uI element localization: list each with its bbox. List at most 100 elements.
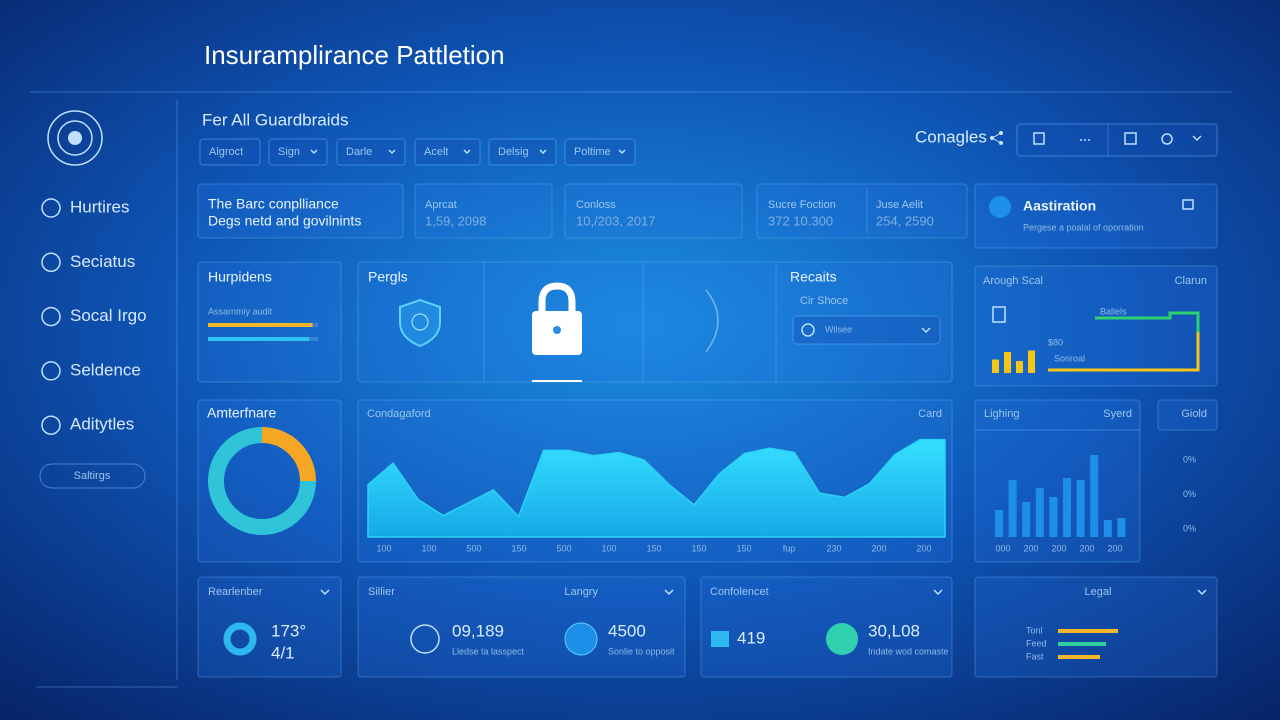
trend-line <box>1095 311 1200 340</box>
doc-icon <box>992 306 1006 323</box>
reminder-sub: 4/1 <box>271 643 295 662</box>
toolbar-action[interactable]: Conagles <box>915 127 987 146</box>
legal-bar <box>1058 655 1100 659</box>
alert-title: Aastiration <box>1023 198 1096 214</box>
filter-chevron[interactable] <box>463 149 471 155</box>
security-panel <box>357 261 953 383</box>
menu-icon[interactable] <box>41 361 61 381</box>
menu-icon[interactable] <box>41 252 61 273</box>
menu-item[interactable]: Aditytles <box>70 415 134 434</box>
bar <box>1090 455 1099 537</box>
alert-card <box>974 183 1218 249</box>
trend-bar <box>1004 352 1011 373</box>
icon-button[interactable] <box>1161 133 1173 145</box>
card-title: Sillier <box>368 586 395 598</box>
stat-label: The Barc conplliance <box>208 196 339 212</box>
menu-icon[interactable] <box>41 198 61 218</box>
x-tick-label: 150 <box>646 543 661 553</box>
progress-bar <box>208 337 310 341</box>
filter-label[interactable]: Delsig <box>498 146 529 158</box>
legal-bars: Tonl Feed Fast <box>1026 625 1118 661</box>
card-chevron[interactable] <box>933 589 943 596</box>
filter-chevron[interactable] <box>539 149 547 155</box>
x-tick-label: 200 <box>1023 543 1038 553</box>
filter-chip[interactable] <box>336 138 406 166</box>
trend-bar <box>992 359 999 373</box>
share-icon[interactable] <box>990 131 1003 145</box>
bar <box>1063 478 1071 537</box>
toolbar-icons <box>1016 123 1218 157</box>
x-tick-label: 230 <box>826 543 841 553</box>
filter-label[interactable]: Darle <box>346 146 372 158</box>
filter-label[interactable]: Acelt <box>424 146 448 158</box>
filter-chip[interactable] <box>268 138 328 166</box>
panel-title: Hurpidens <box>208 269 272 285</box>
stat-label: Juse Aelit <box>876 199 923 211</box>
stat-card <box>197 183 404 239</box>
x-tick-label: 150 <box>691 543 706 553</box>
menu-icon[interactable] <box>41 415 61 435</box>
alert-action[interactable] <box>1182 199 1194 210</box>
menu-icon[interactable] <box>41 306 61 327</box>
filter-bar: Algroct Sign Darle Acelt Delsig Poltime <box>199 138 636 166</box>
bar <box>1103 520 1112 537</box>
panel-title: Arough Scal <box>983 275 1043 287</box>
menu-item[interactable]: Hurtires <box>70 197 130 216</box>
filter-chip[interactable] <box>414 138 481 166</box>
stat-value: 372 10.300 <box>768 213 833 228</box>
trend-caption: Sonroal <box>1054 353 1085 363</box>
filter-chip[interactable] <box>488 138 557 166</box>
menu-item[interactable]: Socal Irgo <box>70 306 147 325</box>
signal-arc <box>705 289 719 353</box>
reminder-icon <box>223 622 257 656</box>
reminder-value: 173° <box>271 621 306 640</box>
panel-title: Amterfnare <box>207 405 276 421</box>
menu-item[interactable]: Seciatus <box>70 252 135 271</box>
conference-card <box>700 576 953 678</box>
card-value: 419 <box>737 628 765 647</box>
filter-label[interactable]: Sign <box>278 146 300 158</box>
x-tick-label: 500 <box>466 543 481 553</box>
panel-action[interactable]: Card <box>918 408 942 420</box>
stat-label: Aprcat <box>425 199 457 211</box>
stat-card <box>564 183 743 239</box>
legal-bar <box>1058 629 1118 633</box>
gold-labels: 0% 0% 0% <box>1183 454 1196 533</box>
filter-chip[interactable] <box>564 138 636 166</box>
card-chevron[interactable] <box>320 589 330 596</box>
icon-button[interactable] <box>1033 132 1045 145</box>
globe-icon <box>410 624 440 654</box>
filter-chevron[interactable] <box>618 149 626 155</box>
lock-icon <box>532 282 582 382</box>
alert-text: Pergese a poalal of oporration <box>1023 222 1144 232</box>
panel-action[interactable]: Clarun <box>1175 275 1207 287</box>
trend-line <box>1048 332 1200 372</box>
settings-label[interactable]: Saltirgs <box>74 470 111 482</box>
select-value[interactable]: Wilsee <box>825 324 852 334</box>
card-chevron[interactable] <box>664 589 674 596</box>
trend-legend: Ballels <box>1100 306 1127 316</box>
card-value: 30,L08 <box>868 621 920 640</box>
card-chevron[interactable] <box>1197 589 1207 596</box>
filter-chevron[interactable] <box>388 149 396 155</box>
filter-chip[interactable] <box>199 138 261 166</box>
x-tick-label: 500 <box>556 543 571 553</box>
select-chevron[interactable] <box>921 327 931 334</box>
x-tick-label: 200 <box>916 543 931 553</box>
panel-title: Giold <box>1181 408 1207 420</box>
filter-label[interactable]: Algroct <box>209 146 243 158</box>
chat-icon <box>826 623 858 655</box>
filter-chevron[interactable] <box>310 149 318 155</box>
panel-action[interactable]: Syerd <box>1103 408 1132 420</box>
reports-select[interactable] <box>792 315 941 345</box>
globe-icon <box>564 622 598 656</box>
filter-label[interactable]: Poltime <box>574 146 611 158</box>
icon-button[interactable] <box>1124 132 1137 145</box>
bar-panel <box>974 399 1141 563</box>
x-tick-label: 200 <box>871 543 886 553</box>
dropdown-toggle[interactable] <box>1192 135 1202 142</box>
menu-item[interactable]: Seldence <box>70 360 141 379</box>
settings-button[interactable] <box>39 463 146 489</box>
card-title: Langry <box>564 586 598 598</box>
